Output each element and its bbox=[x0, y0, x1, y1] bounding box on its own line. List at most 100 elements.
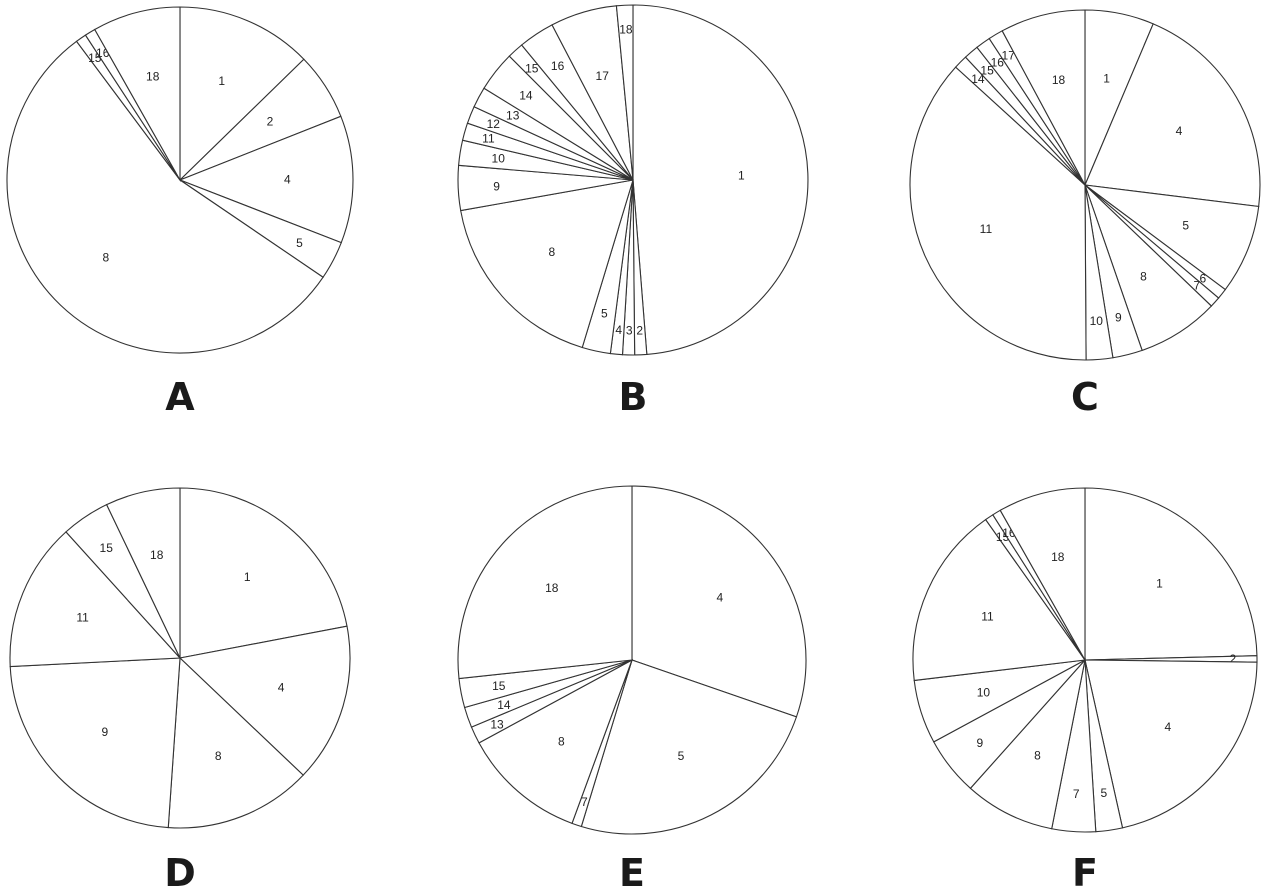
pie-f-label-2: 2 bbox=[1230, 652, 1237, 666]
pie-d-label-4: 4 bbox=[278, 681, 285, 695]
pie-b-label-17: 17 bbox=[596, 69, 610, 83]
pie-a-slice-18 bbox=[94, 6, 181, 183]
pie-d-slice-9 bbox=[9, 657, 181, 829]
pie-f-label-10: 10 bbox=[977, 685, 991, 699]
pie-e-slice-5 bbox=[580, 659, 798, 835]
pie-b-label-14: 14 bbox=[519, 88, 533, 102]
panel-letter-a: A bbox=[165, 375, 195, 419]
pie-c-label-14: 14 bbox=[971, 72, 985, 86]
pie-e-slice-4 bbox=[631, 485, 807, 718]
pie-c-label-17: 17 bbox=[1002, 49, 1016, 63]
pie-c-label-11: 11 bbox=[980, 222, 993, 236]
pie-b-label-15: 15 bbox=[525, 62, 539, 76]
pie-d-slice-4 bbox=[178, 625, 351, 776]
pie-f-label-5: 5 bbox=[1101, 786, 1108, 800]
pie-d-slice-8 bbox=[167, 656, 304, 829]
pie-f-slice-8 bbox=[969, 658, 1086, 830]
pie-c-label-10: 10 bbox=[1090, 314, 1104, 328]
panel-letter-f: F bbox=[1072, 851, 1098, 887]
pie-c-label-5: 5 bbox=[1182, 218, 1189, 232]
pie-f-slice-1 bbox=[1084, 487, 1258, 661]
pie-f-label-11: 11 bbox=[981, 610, 994, 624]
pie-a-label-5: 5 bbox=[296, 236, 303, 250]
pie-a-label-18: 18 bbox=[146, 69, 160, 83]
pie-d-label-1: 1 bbox=[244, 570, 251, 584]
pie-e-label-5: 5 bbox=[678, 749, 685, 763]
panel-letter-d: D bbox=[164, 851, 196, 887]
pie-f-label-9: 9 bbox=[976, 736, 983, 750]
pie-c-label-6: 6 bbox=[1199, 272, 1206, 286]
pie-c-slice-5 bbox=[1083, 184, 1260, 291]
pie-c-label-4: 4 bbox=[1176, 124, 1183, 138]
pie-e-label-15: 15 bbox=[492, 679, 506, 693]
pie-c-slice-4 bbox=[1084, 23, 1261, 208]
pie-d-slice-18 bbox=[105, 487, 181, 659]
pie-a-label-2: 2 bbox=[267, 115, 274, 129]
pie-b-label-13: 13 bbox=[506, 109, 520, 123]
panel-letter-e: E bbox=[619, 851, 645, 887]
pie-c-label-8: 8 bbox=[1140, 269, 1147, 283]
pie-panel-e: 4 5 7 8 13 14 15 18 E bbox=[457, 485, 807, 887]
pie-e-label-7: 7 bbox=[581, 795, 588, 809]
pie-f-label-4: 4 bbox=[1164, 720, 1171, 734]
pie-c-slice-18 bbox=[1001, 9, 1086, 186]
pie-c-slice-11 bbox=[909, 66, 1087, 361]
pie-e-label-13: 13 bbox=[490, 718, 504, 732]
panel-letter-c: C bbox=[1071, 375, 1099, 419]
pie-b-label-12: 12 bbox=[487, 117, 501, 131]
pie-a-slice-1 bbox=[179, 6, 305, 182]
pie-f-slice-18 bbox=[999, 487, 1086, 663]
pie-d-label-11: 11 bbox=[76, 611, 89, 625]
pie-b-slice-8 bbox=[460, 179, 634, 349]
pie-panel-d: 1 4 8 9 11 15 18 D bbox=[9, 487, 351, 887]
pie-f-label-18: 18 bbox=[1051, 550, 1065, 564]
pie-b-label-18: 18 bbox=[619, 23, 633, 37]
pie-c-label-9: 9 bbox=[1115, 310, 1122, 324]
pie-d-label-18: 18 bbox=[150, 548, 164, 562]
pie-b-label-3: 3 bbox=[626, 324, 633, 338]
pie-a-slice-4 bbox=[178, 115, 354, 244]
pie-b-slice-18 bbox=[615, 4, 634, 181]
pie-b-label-11: 11 bbox=[482, 131, 495, 145]
pie-a-label-8: 8 bbox=[102, 251, 109, 265]
pie-e-label-4: 4 bbox=[717, 590, 724, 604]
pie-b-label-16: 16 bbox=[551, 59, 565, 73]
pie-b-label-10: 10 bbox=[492, 152, 506, 166]
pie-f-label-7: 7 bbox=[1073, 787, 1080, 801]
pie-f-label-8: 8 bbox=[1034, 749, 1041, 763]
pie-b-slice-1 bbox=[632, 4, 809, 356]
pie-e-slice-8 bbox=[478, 658, 634, 825]
pie-b-label-9: 9 bbox=[493, 179, 500, 193]
pie-b-label-1: 1 bbox=[738, 169, 745, 183]
pie-d-label-15: 15 bbox=[100, 541, 114, 555]
pie-c-label-16: 16 bbox=[991, 56, 1005, 70]
pie-a-slice-8 bbox=[6, 40, 324, 354]
pie-e-slice-18 bbox=[457, 485, 633, 680]
pie-d-label-8: 8 bbox=[215, 749, 222, 763]
pie-d-slice-1 bbox=[179, 487, 348, 659]
panel-letter-b: B bbox=[619, 375, 648, 419]
pie-a-label-4: 4 bbox=[284, 173, 291, 187]
pie-a-label-1: 1 bbox=[218, 74, 225, 88]
pie-c-label-7: 7 bbox=[1193, 279, 1200, 293]
pie-d-slice-11 bbox=[9, 531, 182, 668]
pie-c-label-18: 18 bbox=[1052, 73, 1066, 87]
pie-c-label-15: 15 bbox=[980, 64, 994, 78]
pie-f-label-1: 1 bbox=[1156, 577, 1163, 591]
pie-b-label-5: 5 bbox=[601, 306, 608, 320]
pie-e-label-8: 8 bbox=[558, 735, 565, 749]
pie-e-label-18: 18 bbox=[545, 581, 559, 595]
pie-c-label-1: 1 bbox=[1103, 72, 1110, 86]
pie-b-label-8: 8 bbox=[549, 245, 556, 259]
pie-b-label-4: 4 bbox=[615, 323, 622, 337]
pie-e-label-14: 14 bbox=[497, 698, 511, 712]
pie-f-slice-11 bbox=[912, 518, 1086, 682]
pie-f-slice-4 bbox=[1084, 659, 1258, 829]
pie-b-label-2: 2 bbox=[636, 323, 643, 337]
pie-d-label-9: 9 bbox=[101, 725, 108, 739]
